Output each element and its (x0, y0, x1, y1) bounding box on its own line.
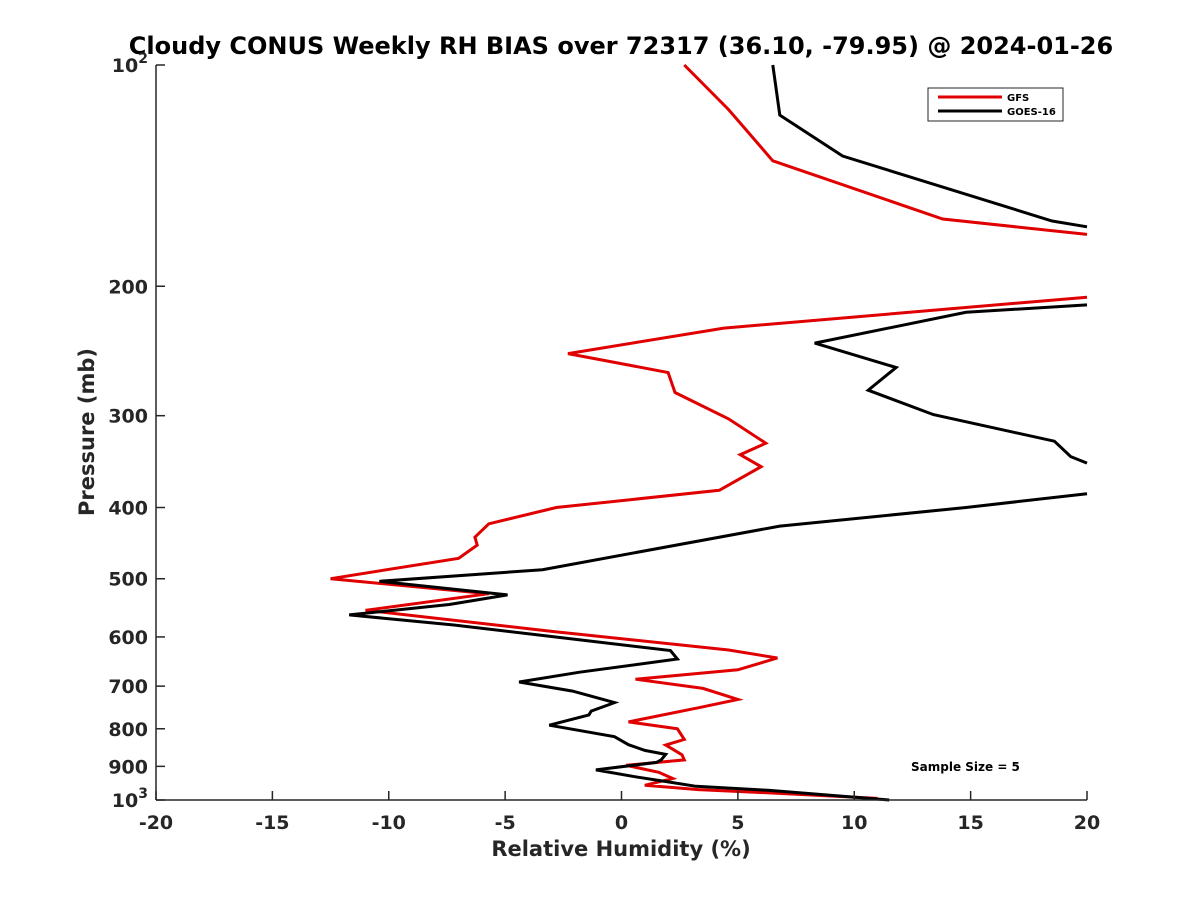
x-axis-ticks: -20 -15 -10 -5 0 5 10 15 20 (139, 791, 1100, 834)
y-tick-label: 800 (108, 719, 148, 741)
y-tick-label: 700 (108, 676, 148, 698)
y-tick-label: 103 (112, 786, 148, 812)
plot-area (155, 63, 1088, 802)
x-tick-label: 20 (1074, 812, 1100, 834)
series-layer (330, 63, 1088, 802)
y-tick-label: 600 (108, 627, 148, 649)
x-tick-label: 0 (615, 812, 628, 834)
legend: GFS GOES-16 (927, 87, 1064, 122)
chart-title: Cloudy CONUS Weekly RH BIAS over 72317 (… (129, 32, 1113, 60)
x-tick-label: 5 (731, 812, 744, 834)
series-line-gfs (330, 63, 1088, 800)
y-tick-label: 102 (112, 51, 148, 77)
x-tick-label: 10 (841, 812, 867, 834)
x-axis-label: Relative Humidity (%) (491, 837, 750, 861)
y-tick-label: 300 (108, 406, 148, 428)
legend-label-goes16: GOES-16 (1007, 107, 1056, 118)
legend-box (927, 87, 1064, 122)
x-tick-label: -20 (139, 812, 173, 834)
legend-label-gfs: GFS (1007, 93, 1029, 104)
y-axis-ticks: 102 200 300 400 500 600 700 800 900 103 (108, 51, 165, 812)
y-tick-label: 500 (108, 569, 148, 591)
x-tick-label: 15 (957, 812, 983, 834)
y-axis-label: Pressure (mb) (75, 348, 99, 516)
x-tick-label: -15 (255, 812, 289, 834)
y-tick-label: 400 (108, 498, 148, 520)
y-tick-label: 200 (108, 276, 148, 298)
series-line-goes16 (349, 64, 1088, 802)
x-tick-label: -5 (495, 812, 516, 834)
x-tick-label: -10 (372, 812, 406, 834)
sample-size-annotation: Sample Size = 5 (911, 760, 1020, 774)
y-tick-label: 900 (108, 756, 148, 778)
